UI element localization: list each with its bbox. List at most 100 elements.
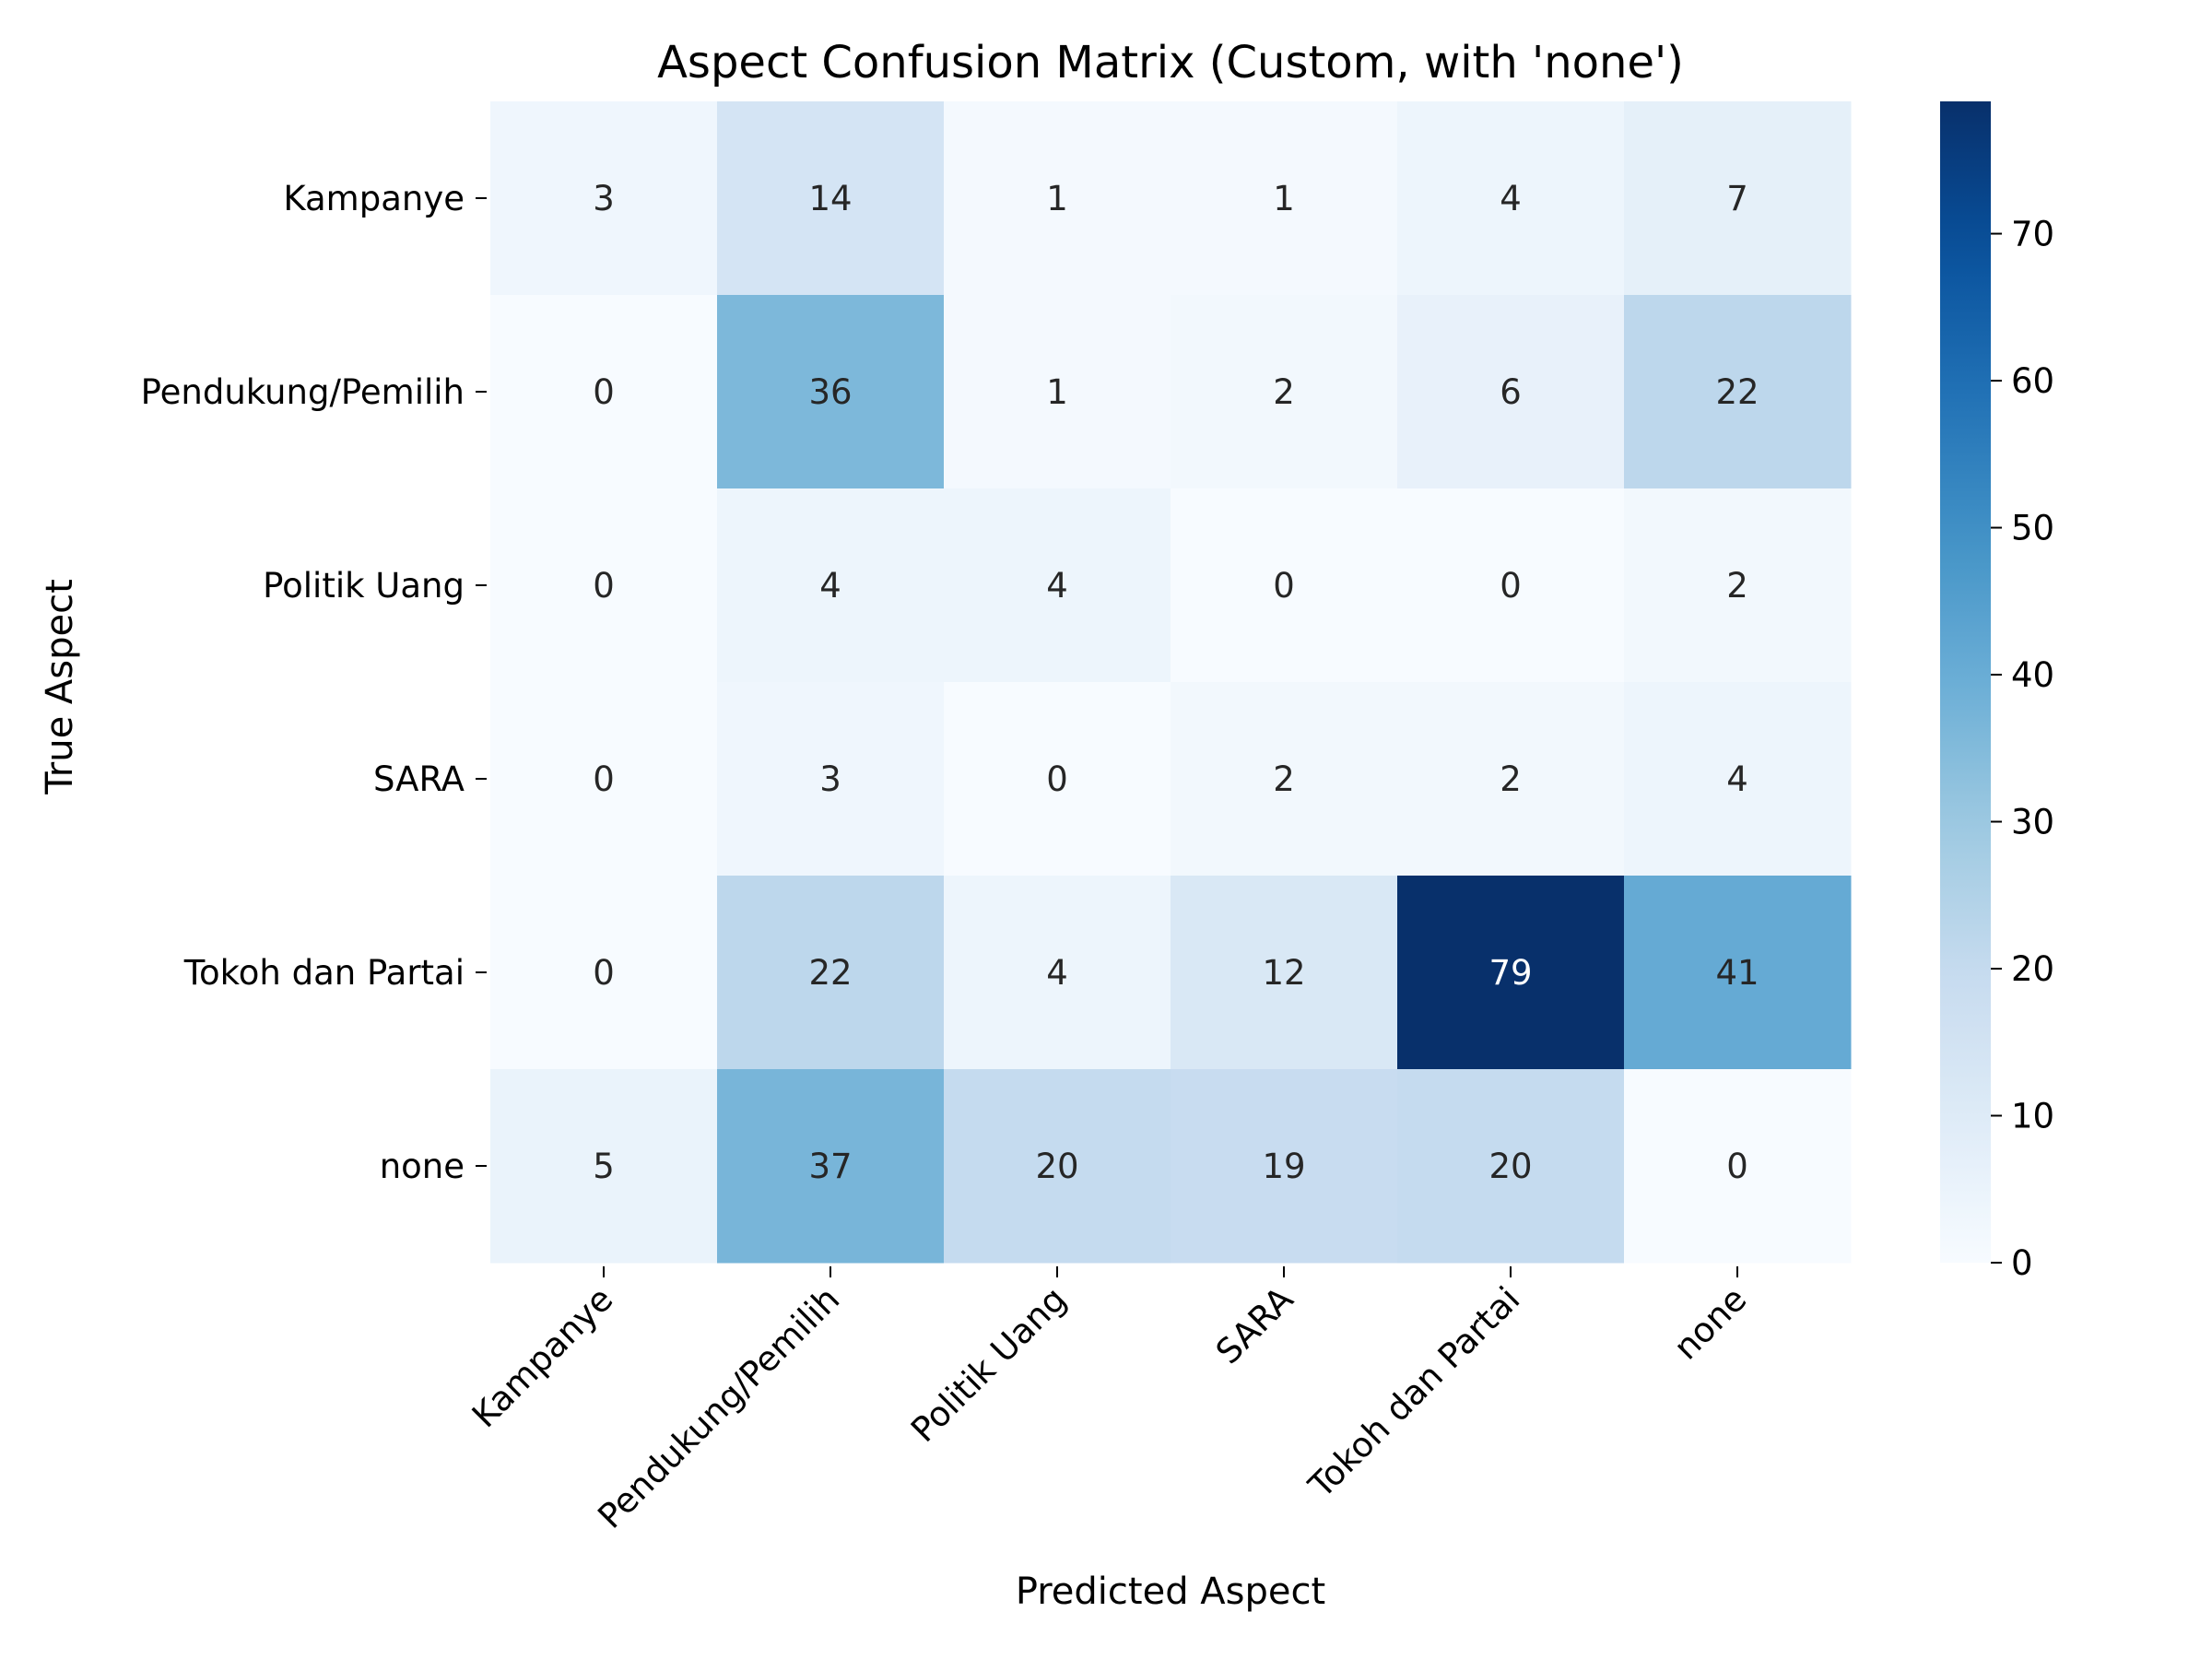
cell-value-label: 0 bbox=[593, 759, 615, 799]
cell-value-label: 7 bbox=[1726, 179, 1748, 218]
cell-value-label: 4 bbox=[1046, 953, 1068, 993]
cell-value-label: 1 bbox=[1273, 179, 1295, 218]
heatmap-cell bbox=[1171, 295, 1398, 489]
chart-title: Aspect Confusion Matrix (Custom, with 'n… bbox=[657, 37, 1684, 88]
heatmap-cell bbox=[1624, 876, 1852, 1070]
x-tick-label: Tokoh dan Partai bbox=[1300, 1279, 1527, 1506]
cell-value-label: 41 bbox=[1715, 953, 1759, 993]
cell-value-label: 0 bbox=[1500, 566, 1522, 606]
cell-value-label: 2 bbox=[1500, 759, 1522, 799]
heatmap-cell bbox=[490, 876, 718, 1070]
colorbar-tick-label: 30 bbox=[2011, 803, 2054, 842]
heatmap-cell bbox=[1171, 682, 1398, 877]
colorbar-gradient bbox=[1940, 101, 1991, 1263]
heatmap-cell bbox=[490, 1069, 718, 1264]
cell-value-label: 3 bbox=[593, 179, 615, 218]
cell-value-label: 19 bbox=[1262, 1147, 1305, 1186]
cell-value-label: 1 bbox=[1046, 179, 1068, 218]
heatmap-cell bbox=[490, 488, 718, 683]
colorbar-tick-label: 40 bbox=[2011, 655, 2054, 695]
cell-value-label: 12 bbox=[1262, 953, 1305, 993]
cell-value-label: 2 bbox=[1273, 372, 1295, 412]
y-tick-label: Pendukung/Pemilih bbox=[141, 372, 465, 412]
y-tick-label: Kampanye bbox=[283, 179, 465, 218]
cell-value-label: 2 bbox=[1273, 759, 1295, 799]
cell-value-label: 14 bbox=[808, 179, 852, 218]
y-tick-label: none bbox=[380, 1147, 465, 1186]
heatmap-cell bbox=[944, 295, 1171, 489]
cell-value-label: 22 bbox=[1715, 372, 1759, 412]
x-tick-label: Politik Uang bbox=[903, 1279, 1074, 1450]
cell-value-label: 1 bbox=[1046, 372, 1068, 412]
heatmap-cell bbox=[717, 1069, 945, 1264]
x-tick-label: Kampanye bbox=[465, 1279, 620, 1435]
colorbar-tick-label: 20 bbox=[2011, 949, 2054, 989]
heatmap-cell bbox=[490, 682, 718, 877]
heatmap-cells bbox=[490, 101, 1852, 1264]
colorbar-tick-label: 50 bbox=[2011, 509, 2054, 548]
colorbar-tick-label: 10 bbox=[2011, 1097, 2054, 1136]
cell-value-label: 0 bbox=[1726, 1147, 1748, 1186]
cell-value-label: 2 bbox=[1726, 566, 1748, 606]
cell-value-label: 4 bbox=[1726, 759, 1748, 799]
cell-value-label: 4 bbox=[1500, 179, 1522, 218]
heatmap-cell bbox=[1397, 101, 1625, 296]
heatmap-cell bbox=[717, 682, 945, 877]
colorbar: 0 10 20 30 40 50 60 70 bbox=[1940, 101, 2054, 1283]
heatmap-cell bbox=[1624, 682, 1852, 877]
y-axis-label: True Aspect bbox=[39, 579, 81, 795]
heatmap-cell bbox=[490, 101, 718, 296]
heatmap-cell bbox=[944, 101, 1171, 296]
heatmap-cell bbox=[1171, 876, 1398, 1070]
heatmap-cell bbox=[1397, 1069, 1625, 1264]
heatmap-cell bbox=[1624, 295, 1852, 489]
y-tick-label: Tokoh dan Partai bbox=[183, 953, 465, 993]
colorbar-tick-label: 60 bbox=[2011, 361, 2054, 401]
heatmap-cell bbox=[1624, 488, 1852, 683]
heatmap-cell bbox=[1171, 101, 1398, 296]
heatmap-cell bbox=[1171, 1069, 1398, 1264]
cell-value-label: 20 bbox=[1035, 1147, 1078, 1186]
heatmap-cell bbox=[944, 1069, 1171, 1264]
y-tick-label: SARA bbox=[373, 759, 465, 799]
heatmap-cell bbox=[1171, 488, 1398, 683]
heatmap-cell bbox=[490, 295, 718, 489]
colorbar-tick-label: 70 bbox=[2011, 215, 2054, 254]
heatmap-cell bbox=[1397, 295, 1625, 489]
heatmap-cell bbox=[1397, 876, 1625, 1070]
heatmap-cell bbox=[1397, 682, 1625, 877]
cell-value-label: 22 bbox=[808, 953, 852, 993]
heatmap-cell bbox=[944, 876, 1171, 1070]
heatmap-cell bbox=[1624, 1069, 1852, 1264]
heatmap-cell bbox=[717, 101, 945, 296]
heatmap-cell bbox=[717, 295, 945, 489]
cell-value-label: 5 bbox=[593, 1147, 615, 1186]
x-axis-label: Predicted Aspect bbox=[1016, 1571, 1325, 1613]
cell-value-label: 36 bbox=[808, 372, 852, 412]
cell-value-label: 79 bbox=[1488, 953, 1532, 993]
cell-value-label: 37 bbox=[808, 1147, 852, 1186]
cell-value-label: 20 bbox=[1488, 1147, 1532, 1186]
cell-value-label: 0 bbox=[593, 372, 615, 412]
y-axis-ticks: Kampanye Pendukung/Pemilih Politik Uang SAR… bbox=[141, 179, 487, 1186]
heatmap-cell bbox=[1624, 101, 1852, 296]
heatmap-cell bbox=[717, 488, 945, 683]
cell-value-label: 0 bbox=[1273, 566, 1295, 606]
cell-value-label: 0 bbox=[1046, 759, 1068, 799]
colorbar-tick-label: 0 bbox=[2011, 1243, 2033, 1283]
x-tick-label: SARA bbox=[1208, 1279, 1300, 1371]
heatmap-cell-labels: 3 14 1 1 4 70 36 1 2 6 220 4 4 0 0 20 3 0 2 2 40 22 4 12 79 415 37… bbox=[593, 179, 1759, 1186]
heatmap-cell bbox=[1397, 488, 1625, 683]
heatmap-cell bbox=[717, 876, 945, 1070]
heatmap-cell bbox=[944, 682, 1171, 877]
cell-value-label: 6 bbox=[1500, 372, 1522, 412]
x-tick-label: none bbox=[1666, 1279, 1755, 1368]
cell-value-label: 4 bbox=[1046, 566, 1068, 606]
cell-value-label: 0 bbox=[593, 566, 615, 606]
y-tick-label: Politik Uang bbox=[263, 566, 465, 606]
cell-value-label: 0 bbox=[593, 953, 615, 993]
x-tick-label: Pendukung/Pemilih bbox=[590, 1279, 847, 1536]
cell-value-label: 3 bbox=[819, 759, 841, 799]
